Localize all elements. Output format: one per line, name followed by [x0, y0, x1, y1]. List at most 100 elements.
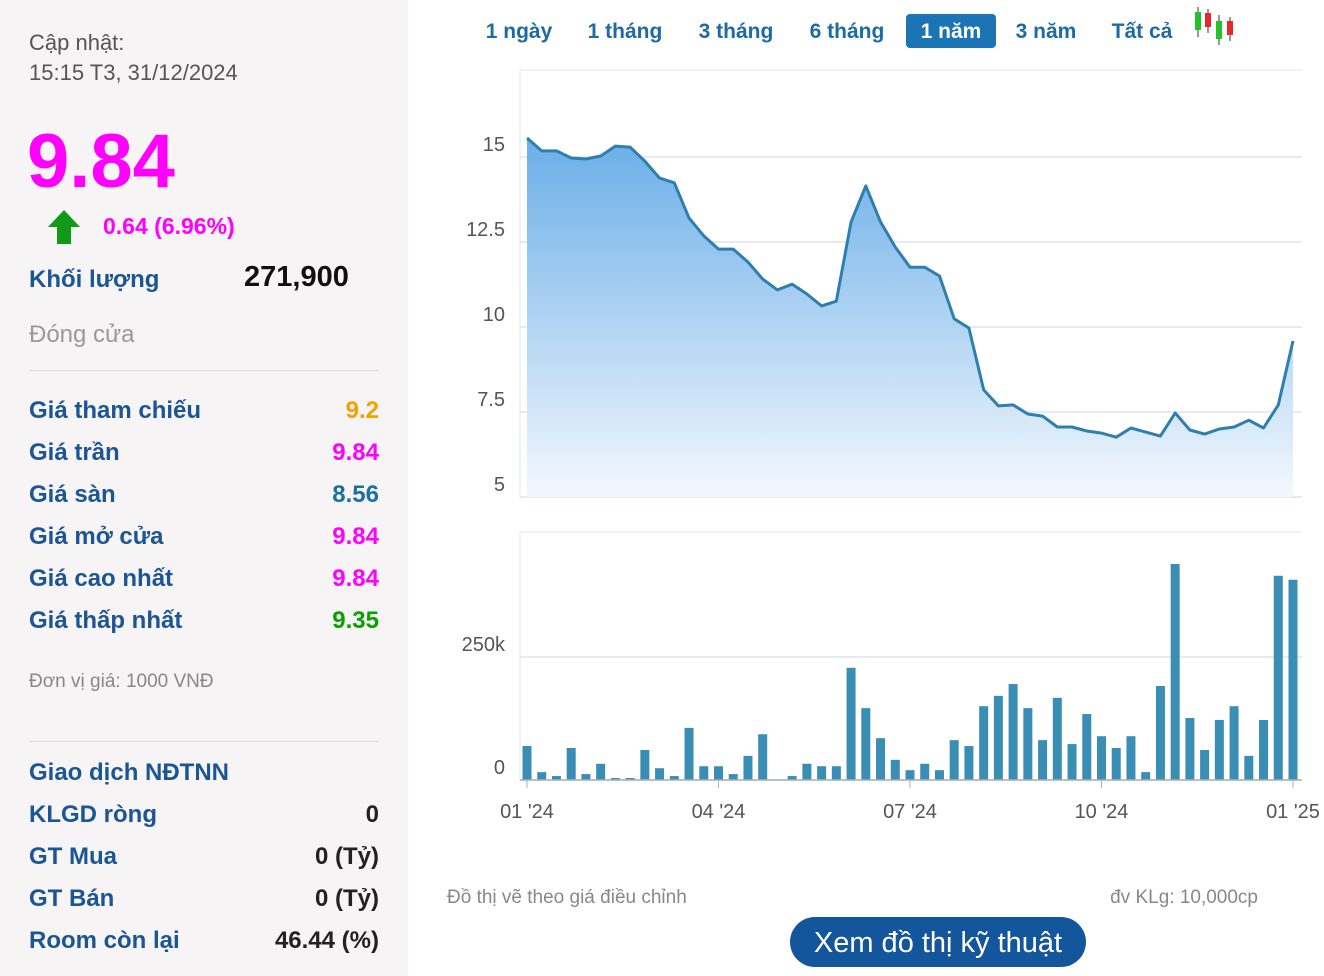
- range-tab[interactable]: 6 tháng: [810, 20, 885, 43]
- range-tab[interactable]: 3 tháng: [699, 20, 774, 43]
- foreign-title: Giao dịch NĐTNN: [29, 759, 230, 786]
- foreign-row: GT Mua 0 (Tỷ): [29, 843, 379, 875]
- volume-bar: [743, 755, 753, 780]
- row-label: Giá trần: [29, 439, 120, 466]
- volume-bar: [1185, 718, 1195, 780]
- volume-bar: [596, 763, 606, 780]
- foreign-row: Room còn lại 46.44 (%): [29, 927, 379, 959]
- separator: [29, 370, 379, 371]
- range-tab[interactable]: 1 năm: [921, 20, 982, 43]
- volume-bar: [1214, 719, 1224, 780]
- change: 0.64 (6.96%): [103, 213, 235, 239]
- volume-bar: [1038, 740, 1048, 780]
- x-tick-label: 07 '24: [883, 801, 937, 823]
- y-tick-label: 15: [483, 134, 505, 156]
- volume-bar: [1141, 772, 1151, 780]
- row-label: Giá mở cửa: [29, 523, 164, 550]
- row-value: 0: [365, 801, 379, 828]
- chart-note: Đồ thị vẽ theo giá điều chỉnh: [447, 887, 687, 908]
- volume-bar: [655, 768, 665, 780]
- volume-bar: [1259, 719, 1269, 780]
- volume-bar: [1097, 736, 1106, 780]
- y-tick-label: 250k: [462, 634, 506, 656]
- volume-bar: [581, 774, 591, 780]
- foreign-row: KLGD ròng 0: [29, 801, 379, 833]
- quote-panel: Cập nhật: 15:15 T3, 31/12/2024 9.84 0.64…: [0, 0, 408, 976]
- volume-bar: [1067, 744, 1077, 780]
- volume-unit: đv KLg: 10,000cp: [1110, 887, 1258, 908]
- row-label: Giá thấp nhất: [29, 607, 183, 634]
- y-tick-label: 5: [494, 474, 505, 496]
- volume-bar: [714, 766, 723, 780]
- unit-note: Đơn vị giá: 1000 VNĐ: [29, 671, 214, 692]
- volume-bar: [566, 748, 576, 780]
- row-label: Giá cao nhất: [29, 565, 174, 592]
- volume-bar: [699, 766, 709, 780]
- x-tick-label: 10 '24: [1075, 801, 1129, 823]
- range-tab[interactable]: 3 năm: [1016, 20, 1077, 43]
- volume-bar: [669, 776, 679, 780]
- volume-bar: [1126, 736, 1136, 780]
- price-row: Giá mở cửa 9.84: [29, 523, 379, 555]
- status: Đóng cửa: [29, 321, 135, 348]
- technical-chart-button[interactable]: [790, 917, 1086, 967]
- button-label[interactable]: Xem đồ thị kỹ thuật: [814, 927, 1062, 959]
- row-label: Giá sàn: [29, 481, 116, 508]
- volume-bar: [537, 772, 547, 780]
- range-tab[interactable]: Tất cả: [1112, 20, 1173, 43]
- y-tick-label: 7.5: [477, 389, 505, 411]
- volume-bar: [787, 776, 797, 780]
- price-row: Giá thấp nhất 9.35: [29, 607, 379, 639]
- x-tick-label: 04 '24: [692, 801, 746, 823]
- volume-bar: [1288, 579, 1298, 780]
- separator: [29, 741, 379, 742]
- volume-bar: [861, 708, 871, 780]
- plots: 5 7.5 10 12.5 15 0 250k 01 '24 04 '24 07 '24 10 '2…: [462, 134, 1320, 823]
- x-tick-label: 01 '25: [1266, 801, 1320, 823]
- volume-bar: [890, 759, 900, 780]
- y-tick-label: 10: [483, 304, 505, 326]
- updated-label: Cập nhật:: [29, 30, 125, 55]
- row-value: 9.84: [332, 565, 379, 592]
- volume-bar: [831, 766, 841, 780]
- row-value: 46.44 (%): [274, 927, 379, 954]
- volume-bar: [1082, 714, 1092, 780]
- volume-label: Khối lượng: [29, 266, 160, 293]
- arrow-shape: [48, 210, 80, 244]
- volume-bar: [905, 770, 915, 780]
- price-row: Giá cao nhất 9.84: [29, 565, 379, 597]
- row-label: GT Bán: [29, 885, 115, 912]
- volume-bar: [1111, 748, 1121, 780]
- x-tick-label: 01 '24: [500, 801, 554, 823]
- volume-bar: [993, 695, 1003, 780]
- foreign-row: GT Bán 0 (Tỷ): [29, 885, 379, 917]
- volume-bar: [817, 766, 827, 780]
- volume-bar: [934, 770, 944, 780]
- volume-bar: [610, 778, 620, 780]
- row-value: 9.2: [345, 397, 379, 424]
- row-value: 9.84: [332, 439, 379, 466]
- volume-bar: [1200, 749, 1210, 780]
- volume-bar: [1229, 706, 1239, 780]
- range-tab[interactable]: 1 tháng: [588, 20, 663, 43]
- volume-bar: [920, 763, 930, 780]
- volume-bar: [522, 746, 532, 780]
- row-label: KLGD ròng: [29, 801, 157, 828]
- active-tab-bg: [906, 14, 996, 48]
- volume-bar: [1023, 708, 1033, 780]
- volume-bar: [1244, 755, 1254, 780]
- volume: 271,900: [244, 261, 349, 293]
- volume-bar: [876, 738, 886, 780]
- volume-bar: [1008, 684, 1018, 780]
- volume-bar: [684, 727, 694, 780]
- candlestick-icon[interactable]: [1195, 7, 1233, 45]
- volume-bar: [551, 776, 561, 780]
- price-area: [527, 138, 1293, 497]
- updated-time: 15:15 T3, 31/12/2024: [29, 60, 238, 85]
- price-line: [526, 136, 1295, 439]
- row-value: 8.56: [332, 481, 379, 508]
- volume-bar: [625, 778, 635, 780]
- volume-bar: [949, 740, 959, 780]
- range-tab[interactable]: 1 ngày: [486, 20, 553, 43]
